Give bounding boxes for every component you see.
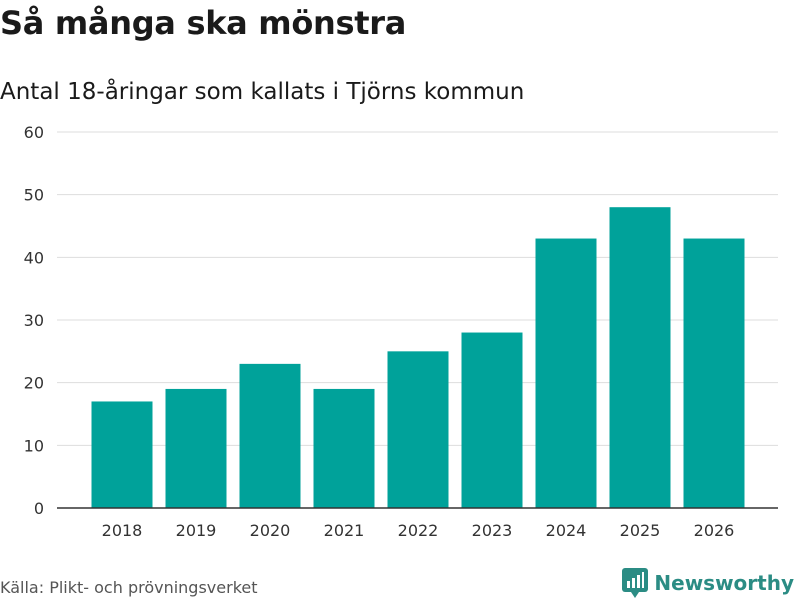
x-axis-ticks: 2018 2019 2020 2021 2022 2023 2024 2025 2026 [102,521,735,540]
bars [91,207,745,509]
bar-2018[interactable] [91,401,153,508]
y-tick-label: 60 [24,123,44,142]
chart-title: Så många ska mönstra [0,4,407,42]
x-tick-label: 2018 [102,521,143,540]
chart-subtitle: Antal 18-åringar som kallats i Tjörns ko… [0,79,525,105]
brand-logo[interactable]: Newsworthy [622,568,794,598]
y-tick-label: 0 [34,499,44,518]
x-tick-label: 2025 [620,521,661,540]
bar-2025[interactable] [609,207,671,508]
x-tick-label: 2021 [324,521,365,540]
brand-name: Newsworthy [654,571,794,595]
x-tick-label: 2020 [250,521,291,540]
y-tick-label: 20 [24,374,44,393]
x-tick-label: 2026 [694,521,735,540]
source-note: Källa: Plikt- och prövningsverket [0,578,258,597]
x-tick-label: 2019 [176,521,217,540]
bar-2020[interactable] [239,363,301,508]
y-tick-label: 30 [24,311,44,330]
bar-2021[interactable] [313,388,375,508]
y-tick-label: 10 [24,436,44,455]
bar-2022[interactable] [387,351,449,508]
x-tick-label: 2023 [472,521,513,540]
bar-2023[interactable] [461,332,523,508]
y-axis-ticks: 0 10 20 30 40 50 60 [24,123,44,518]
x-tick-label: 2022 [398,521,439,540]
bar-2019[interactable] [165,388,227,508]
bar-2024[interactable] [535,238,597,509]
newsworthy-logo-icon [622,568,649,598]
y-tick-label: 50 [24,186,44,205]
y-tick-label: 40 [24,248,44,267]
x-tick-label: 2024 [546,521,587,540]
bar-2026[interactable] [683,238,745,509]
